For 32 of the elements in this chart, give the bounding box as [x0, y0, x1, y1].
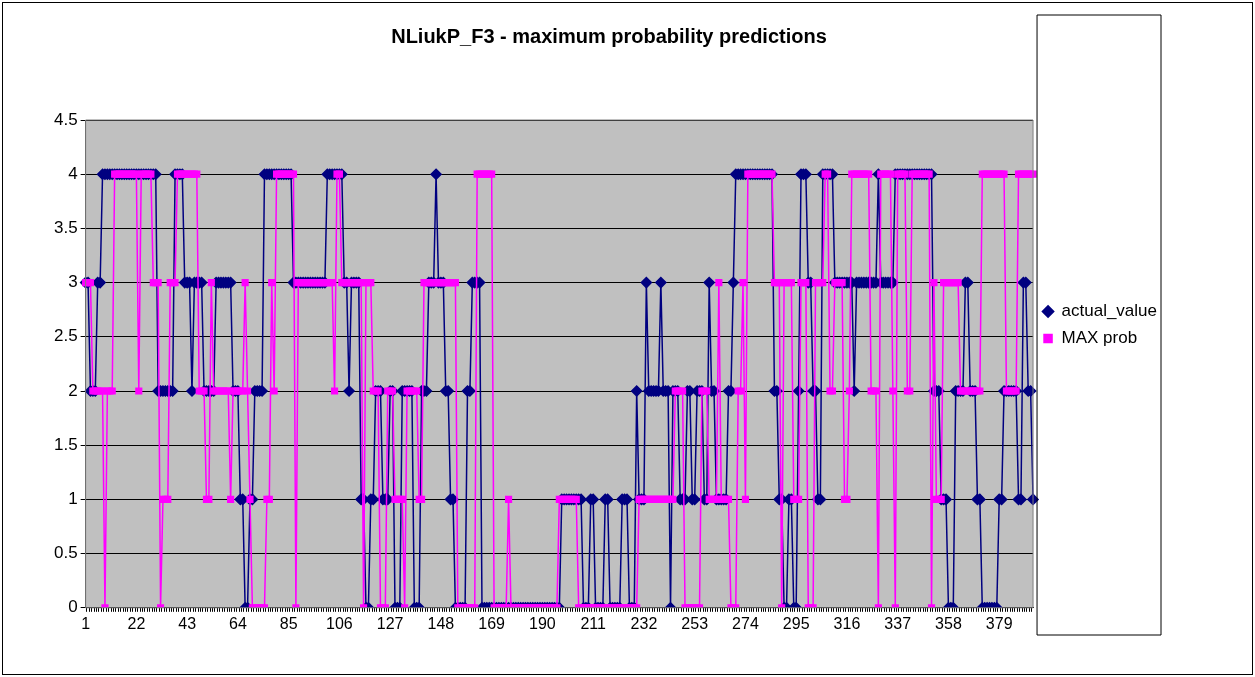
y-tick-label: 0.5 [53, 543, 78, 563]
legend-label: MAX prob [1061, 328, 1138, 348]
y-tick-label: 2 [68, 380, 78, 400]
x-tick-label: 274 [732, 614, 759, 632]
x-tick-label: 64 [229, 614, 247, 632]
x-tick-label: 127 [376, 614, 404, 632]
y-tick-label: 4.5 [53, 109, 78, 129]
x-tick-label: 358 [935, 614, 962, 632]
x-tick-label: 295 [782, 614, 810, 632]
x-tick-label: 1 [81, 614, 91, 632]
x-tick-label: 85 [279, 614, 298, 632]
y-tick-label: 3 [68, 272, 78, 292]
x-tick-label: 232 [630, 614, 658, 632]
y-tick-label: 4 [68, 163, 78, 183]
x-tick-label: 169 [478, 614, 506, 632]
y-tick-label: 1 [68, 489, 78, 509]
x-tick-label: 379 [985, 614, 1013, 632]
x-tick-label: 253 [681, 614, 709, 632]
x-tick-label: 148 [427, 614, 455, 632]
x-tick-label: 43 [178, 614, 197, 632]
x-tick-label: 316 [833, 614, 861, 632]
y-tick-label: 2.5 [53, 326, 78, 346]
x-tick-label: 211 [580, 614, 607, 632]
legend-label: actual_value [1061, 301, 1158, 321]
chart-title: NLiukP_F3 - maximum probability predictions [391, 24, 827, 47]
y-tick-label: 1.5 [53, 434, 78, 454]
y-tick-label: 0 [68, 597, 78, 617]
x-tick-label: 337 [884, 614, 912, 632]
x-tick-label: 22 [127, 614, 146, 632]
x-tick-label: 106 [326, 614, 353, 632]
y-tick-label: 3.5 [53, 218, 78, 238]
x-tick-label: 190 [529, 614, 556, 632]
